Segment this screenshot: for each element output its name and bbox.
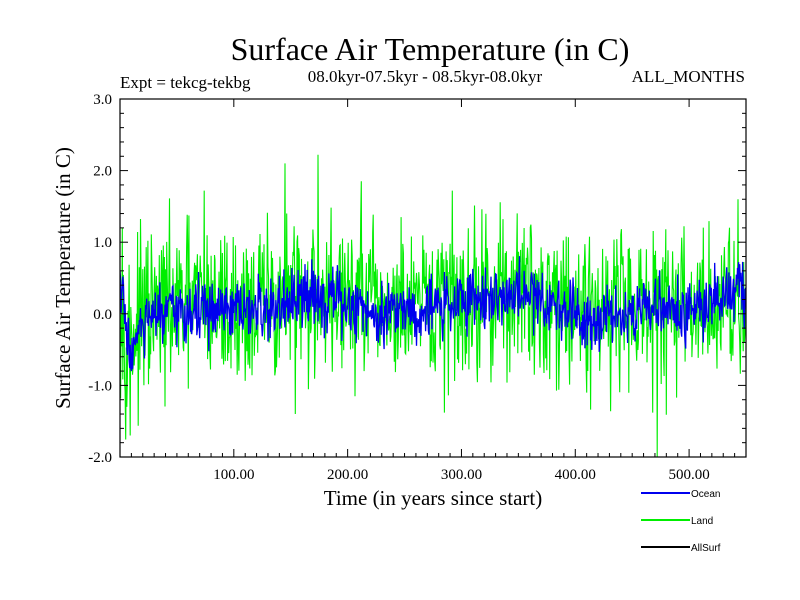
plot-frame [119,98,747,458]
y-tick-label: 1.0 [93,235,112,251]
legend: Ocean Land AllSurf [641,489,721,554]
chart-subtitle-left: Expt = tekcg-tekbg [120,73,251,92]
series-line-ocean [120,256,746,372]
y-tick-label: 3.0 [93,92,112,108]
y-tick-label: 0.0 [93,307,112,323]
x-tick-label: 500.00 [668,467,709,483]
x-tick-label: 200.00 [327,467,368,483]
y-tick-label: -1.0 [88,378,112,394]
x-axis-label: Time (in years since start) [324,486,543,510]
y-axis-label: Surface Air Temperature (in C) [51,147,75,409]
chart-subtitle-center: 08.0kyr-07.5kyr - 08.5kyr-08.0kyr [308,67,543,86]
x-tick-label: 100.00 [213,467,254,483]
chart-subtitle-right: ALL_MONTHS [632,67,745,86]
axis-layer: 100.00 200.00 300.00 400.00 500.00 -2.0 -1.0 0.… [88,92,746,483]
y-tick-label: 2.0 [93,164,112,180]
x-tick-label: 300.00 [441,467,482,483]
legend-label-land: Land [691,516,713,527]
x-tick-label: 400.00 [555,467,596,483]
legend-label-allsurf: AllSurf [691,543,721,554]
series-layer [120,154,746,457]
y-tick-label: -2.0 [88,450,112,466]
legend-label-ocean: Ocean [691,489,720,500]
chart-title: Surface Air Temperature (in C) [231,31,630,67]
